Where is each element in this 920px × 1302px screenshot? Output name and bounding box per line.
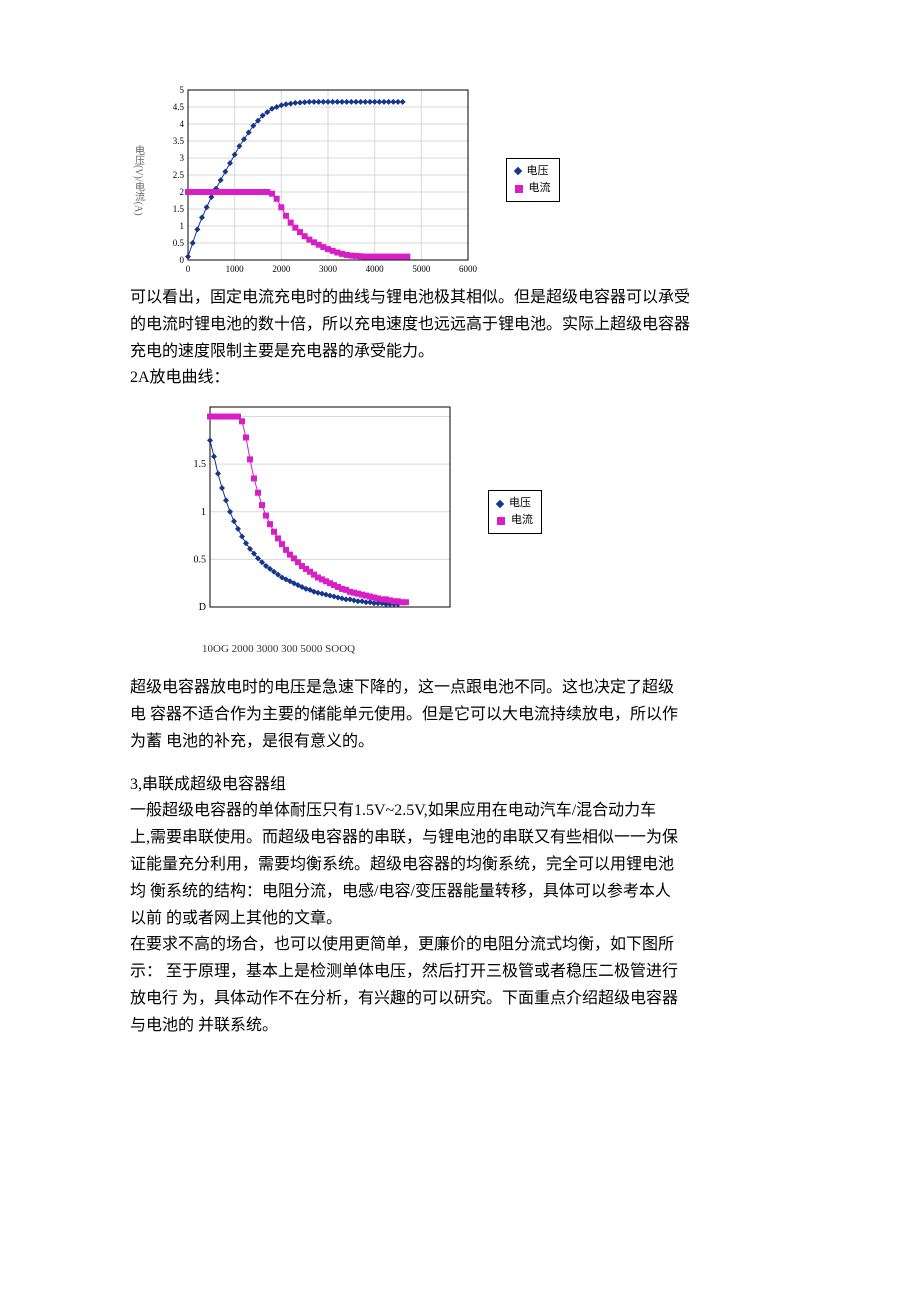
svg-text:3000: 3000: [319, 264, 338, 274]
svg-text:5000: 5000: [412, 264, 431, 274]
svg-text:3.5: 3.5: [172, 136, 184, 146]
svg-text:D: D: [199, 602, 206, 613]
square-icon: [497, 517, 505, 525]
text-line: 的电流时锂电池的数十倍，所以充电速度也远远高于锂电池。实际上超级电容器: [130, 313, 790, 338]
svg-text:1: 1: [201, 507, 206, 518]
legend-label: 电流: [511, 512, 533, 529]
svg-text:1.5: 1.5: [194, 459, 207, 470]
svg-text:1: 1: [179, 221, 184, 231]
legend-label: 电压: [509, 495, 531, 512]
paragraph-4: 在要求不高的场合，也可以使用更简单，更廉价的电阻分流式均衡，如下图所示： 至于原…: [130, 933, 790, 1038]
legend-item: 电流: [497, 512, 533, 529]
text-line: 超级电容器放电时的电压是急速下降的，这一点跟电池不同。这也决定了超级: [130, 676, 790, 701]
text-line: 上,需要串联使用。而超级电容器的串联，与锂电池的串联又有些相似一一为保: [130, 826, 790, 851]
paragraph-2: 超级电容器放电时的电压是急速下降的，这一点跟电池不同。这也决定了超级电 容器不适…: [130, 676, 790, 754]
diamond-icon: [496, 499, 504, 507]
svg-text:0.5: 0.5: [194, 555, 207, 566]
svg-text:2: 2: [179, 187, 184, 197]
text-line: 可以看出，固定电流充电时的曲线与锂电池极其相似。但是超级电容器可以承受: [130, 286, 790, 311]
svg-text:2000: 2000: [272, 264, 291, 274]
legend-item: 电流: [515, 180, 551, 197]
text-line: 示： 至于原理，基本上是检测单体电压，然后打开三极管或者稳压二极管进行: [130, 960, 790, 985]
paragraph-3: 一般超级电容器的单体耐压只有1.5V~2.5V,如果应用在电动汽车/混合动力车上…: [130, 799, 790, 931]
text-line: 放电行 为，具体动作不在分析，有兴趣的可以研究。下面重点介绍超级电容器: [130, 987, 790, 1012]
chart-1-container: 电压(V)/电流(A) 0 0.5 1 1.5 2 2.5 3 3.5 4 4.5 5 0 1000 20…: [130, 80, 790, 280]
legend-label: 电流: [529, 180, 551, 197]
text-line: 为蓄 电池的补充，是很有意义的。: [130, 730, 790, 755]
svg-text:0.5: 0.5: [172, 238, 184, 248]
chart-2-legend: 电压电流: [488, 490, 542, 534]
chart-1-yaxis-label: 电压(V)/电流(A): [130, 145, 146, 216]
square-icon: [515, 185, 523, 193]
svg-text:3: 3: [179, 153, 184, 163]
svg-text:4000: 4000: [365, 264, 384, 274]
svg-text:4.5: 4.5: [172, 102, 184, 112]
chart-2: D 0.5 1 1.5: [170, 397, 470, 627]
chart-1: 0 0.5 1 1.5 2 2.5 3 3.5 4 4.5 5 0 1000 2000 3000 4000 50…: [148, 80, 488, 280]
section-3-title: 3,串联成超级电容器组: [130, 773, 790, 798]
svg-text:5: 5: [179, 85, 184, 95]
text-line: 充电的速度限制主要是充电器的承受能力。: [130, 340, 790, 365]
text-line: 在要求不高的场合，也可以使用更简单，更廉价的电阻分流式均衡，如下图所: [130, 933, 790, 958]
legend-label: 电压: [527, 163, 549, 180]
chart-2-xtick-labels: 10OG 2000 3000 300 5000 SOOQ: [202, 641, 790, 658]
text-line: 一般超级电容器的单体耐压只有1.5V~2.5V,如果应用在电动汽车/混合动力车: [130, 799, 790, 824]
text-line: 与电池的 并联系统。: [130, 1014, 790, 1039]
legend-item: 电压: [515, 163, 551, 180]
chart-2-container: D 0.5 1 1.5 电压电流: [170, 397, 790, 627]
svg-text:1000: 1000: [225, 264, 244, 274]
text-line: 证能量充分利用，需要均衡系统。超级电容器的均衡系统，完全可以用锂电池: [130, 853, 790, 878]
line-2a-discharge: 2A放电曲线：: [130, 366, 790, 391]
svg-text:4: 4: [179, 119, 184, 129]
diamond-icon: [513, 167, 521, 175]
svg-text:6000: 6000: [459, 264, 478, 274]
chart-1-legend: 电压电流: [506, 158, 560, 202]
legend-item: 电压: [497, 495, 533, 512]
svg-text:0: 0: [179, 255, 184, 265]
svg-text:2.5: 2.5: [172, 170, 184, 180]
text-line: 以前 的或者网上其他的文章。: [130, 907, 790, 932]
svg-text:1.5: 1.5: [172, 204, 184, 214]
paragraph-1: 可以看出，固定电流充电时的曲线与锂电池极其相似。但是超级电容器可以承受的电流时锂…: [130, 286, 790, 364]
text-line: 均 衡系统的结构：电阻分流，电感/电容/变压器能量转移，具体可以参考本人: [130, 880, 790, 905]
text-line: 电 容器不适合作为主要的储能单元使用。但是它可以大电流持续放电，所以作: [130, 703, 790, 728]
svg-text:0: 0: [185, 264, 190, 274]
